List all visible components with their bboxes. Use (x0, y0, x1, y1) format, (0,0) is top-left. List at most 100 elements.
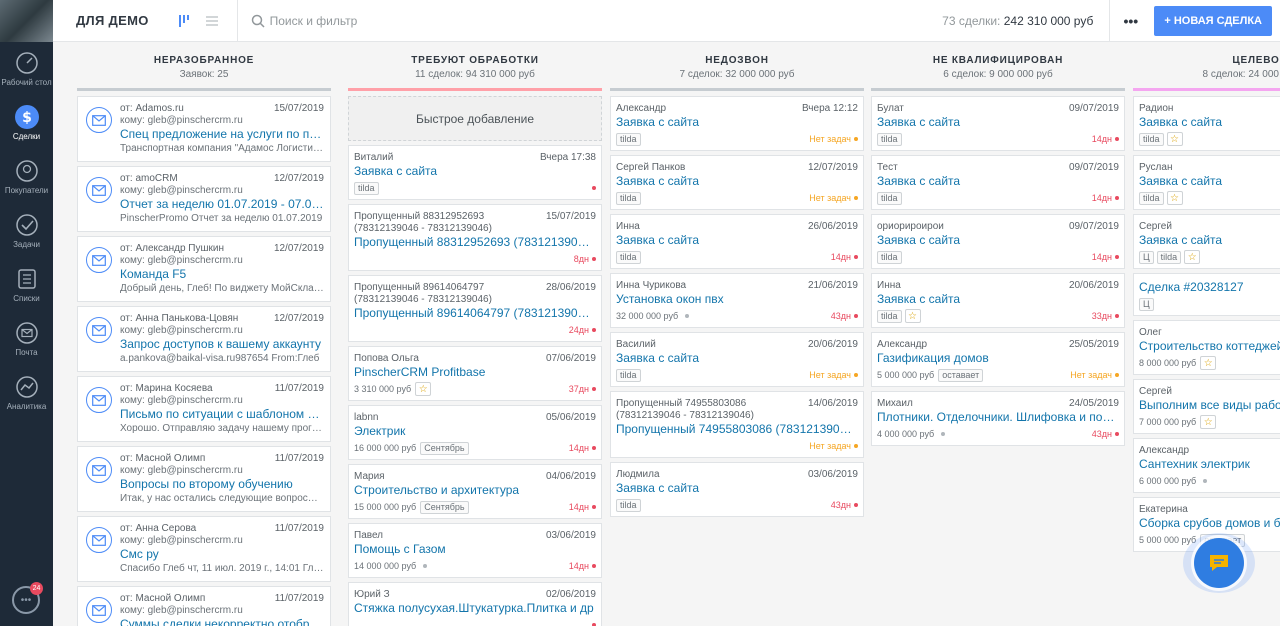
deal-card[interactable]: Олег Строительство коттеджей, з 8 000 000 … (1133, 320, 1280, 375)
deal-card[interactable]: Павел 03/06/2019 Помощь с Газом 14 000 000 … (348, 523, 602, 578)
star-icon[interactable]: ☆ (904, 309, 921, 323)
deal-title-link[interactable]: Сборка срубов домов и ба (1139, 516, 1280, 530)
deal-title-link[interactable]: Помощь с Газом (354, 542, 446, 556)
mail-subject-link[interactable]: Вопросы по второму обучению (120, 477, 293, 491)
sidebar-item-deals[interactable]: $ Сделки (0, 96, 53, 150)
deal-card[interactable]: Радион Заявка с сайта tilda ☆ (1133, 96, 1280, 151)
deal-card[interactable]: Инна 26/06/2019 Заявка с сайта tilda 14дн (610, 214, 864, 269)
mail-card[interactable]: от: Анна Панькова-Цовян 12/07/2019 кому: g… (77, 306, 331, 372)
deal-title-link[interactable]: Заявка с сайта (877, 292, 961, 306)
tag-badge[interactable]: tilda (616, 191, 641, 205)
mail-card[interactable]: от: Александр Пушкин 12/07/2019 кому: gleb… (77, 236, 331, 302)
mail-subject-link[interactable]: Суммы сделки некорректно отображаются (120, 617, 324, 626)
tag-badge[interactable]: tilda (1139, 191, 1164, 205)
tag-badge[interactable]: tilda (1156, 250, 1182, 264)
more-menu-button[interactable]: ••• (1109, 0, 1151, 42)
deal-card[interactable]: Булат 09/07/2019 Заявка с сайта tilda 14дн (871, 96, 1125, 151)
mail-subject-link[interactable]: Письмо по ситуации с шаблоном по заявке (120, 407, 324, 421)
deal-title-link[interactable]: Сделка #20328127 (1139, 280, 1244, 294)
sidebar-item-dashboard[interactable]: Рабочий стол (0, 42, 53, 96)
deal-card[interactable]: Людмила 03/06/2019 Заявка с сайта tilda 43дн (610, 462, 864, 517)
deal-card[interactable]: Пропущенный 74955803086 (78312139046 - 7… (610, 391, 864, 458)
deal-card[interactable]: Попова Ольга 07/06/2019 PinscherCRM Profit… (348, 346, 602, 401)
deal-card[interactable]: Александр Вчера 12:12 Заявка с сайта tilda Н… (610, 96, 864, 151)
deal-title-link[interactable]: Заявка с сайта (616, 233, 700, 247)
tag-badge[interactable]: tilda (616, 498, 641, 512)
sidebar-item-mail[interactable]: Почта (0, 312, 53, 366)
deal-title-link[interactable]: Заявка с сайта (354, 164, 438, 178)
deal-card[interactable]: Василий 20/06/2019 Заявка с сайта tilda Нет … (610, 332, 864, 387)
list-view-icon[interactable] (205, 14, 219, 28)
mail-subject-link[interactable]: Команда F5 (120, 267, 187, 281)
sidebar-item-customers[interactable]: Покупатели (0, 150, 53, 204)
deal-title-link[interactable]: Плотники. Отделочники. Шлифовка и покрас… (877, 410, 1119, 424)
deal-card[interactable]: ориорироирои 09/07/2019 Заявка с сайта tild… (871, 214, 1125, 269)
tag-badge[interactable]: tilda (877, 191, 902, 205)
deal-card[interactable]: Виталий Вчера 17:38 Заявка с сайта tilda (348, 145, 602, 200)
deal-card[interactable]: Тест 09/07/2019 Заявка с сайта tilda 14дн (871, 155, 1125, 210)
new-deal-button[interactable]: + НОВАЯ СДЕЛКА (1154, 5, 1272, 36)
star-icon[interactable]: ☆ (1166, 132, 1183, 146)
deal-card[interactable]: Пропущенный 89614064797 (78312139046 - 7… (348, 275, 602, 342)
deal-card[interactable]: Александр Сантехник электрик 6 000 000 руб (1133, 438, 1280, 493)
tag-badge[interactable]: tilda (877, 250, 902, 264)
deal-title-link[interactable]: Заявка с сайта (616, 481, 700, 495)
mail-subject-link[interactable]: Запрос доступов к вашему аккаунту (120, 337, 322, 351)
sidebar-item-lists[interactable]: Списки (0, 258, 53, 312)
deal-card[interactable]: Сделка #20328127 Ц (1133, 273, 1280, 316)
quick-add-button[interactable]: Быстрое добавление (348, 96, 602, 141)
tag-badge[interactable]: Ц (1139, 297, 1154, 311)
tag-badge[interactable]: оставает (938, 368, 984, 382)
deal-title-link[interactable]: Заявка с сайта (616, 351, 700, 365)
mail-subject-link[interactable]: Отчет за неделю 01.07.2019 - 07.07.2019 (120, 197, 324, 211)
deal-title-link[interactable]: Заявка с сайта (1139, 233, 1223, 247)
pipeline-view-icon[interactable] (177, 14, 191, 28)
user-avatar[interactable] (0, 0, 53, 42)
deal-title-link[interactable]: Пропущенный 88312952693 (78312139046 - 7… (354, 235, 596, 249)
deal-title-link[interactable]: PinscherCRM Profitbase (354, 365, 486, 379)
star-icon[interactable]: ☆ (1184, 250, 1201, 264)
tag-badge[interactable]: Сентябрь (420, 500, 469, 514)
mail-card[interactable]: от: Анна Серова 11/07/2019 кому: gleb@pins… (77, 516, 331, 582)
deal-card[interactable]: Инна 20/06/2019 Заявка с сайта tilda ☆ 33дн (871, 273, 1125, 328)
mail-card[interactable]: от: Масной Олимп 11/07/2019 кому: gleb@pin… (77, 586, 331, 626)
deal-title-link[interactable]: Строительство и архитектура (354, 483, 520, 497)
deal-card[interactable]: Пропущенный 88312952693 (78312139046 - 7… (348, 204, 602, 271)
deal-title-link[interactable]: Заявка с сайта (1139, 174, 1223, 188)
tag-badge[interactable]: tilda (877, 309, 902, 323)
mail-card[interactable]: от: amoCRM 12/07/2019 кому: gleb@pinscherc… (77, 166, 331, 232)
deal-title-link[interactable]: Сантехник электрик (1139, 457, 1250, 471)
deal-card[interactable]: Инна Чурикова 21/06/2019 Установка окон пв… (610, 273, 864, 328)
mail-subject-link[interactable]: Смс ру (120, 547, 159, 561)
deal-card[interactable]: Мария 04/06/2019 Строительство и архитекту… (348, 464, 602, 519)
star-icon[interactable]: ☆ (1166, 191, 1183, 205)
star-icon[interactable]: ☆ (1200, 415, 1217, 429)
deal-title-link[interactable]: Заявка с сайта (616, 115, 700, 129)
mail-subject-link[interactable]: Спец предложение на услуги по перевозке (120, 127, 324, 141)
mail-card[interactable]: от: Adamos.ru 15/07/2019 кому: gleb@pinsch… (77, 96, 331, 162)
deal-title-link[interactable]: Заявка с сайта (877, 174, 961, 188)
tag-badge[interactable]: tilda (616, 132, 641, 146)
deal-title-link[interactable]: Заявка с сайта (1139, 115, 1223, 129)
deal-title-link[interactable]: Стяжка полусухая.Штукатурка.Плитка и др (354, 601, 594, 615)
star-icon[interactable]: ☆ (1200, 356, 1217, 370)
tag-badge[interactable]: Ц (1139, 250, 1154, 264)
search-input[interactable]: Поиск и фильтр (251, 14, 851, 28)
mail-card[interactable]: от: Марина Косяева 11/07/2019 кому: gleb@p… (77, 376, 331, 442)
deal-card[interactable]: Александр 25/05/2019 Газификация домов 5 00… (871, 332, 1125, 387)
deal-card[interactable]: Руслан Заявка с сайта tilda ☆ (1133, 155, 1280, 210)
deal-card[interactable]: Михаил 24/05/2019 Плотники. Отделочники. Ш… (871, 391, 1125, 446)
deal-card[interactable]: Юрий З 02/06/2019 Стяжка полусухая.Штукату… (348, 582, 602, 626)
sidebar-item-tasks[interactable]: Задачи (0, 204, 53, 258)
deal-title-link[interactable]: Газификация домов (877, 351, 989, 365)
deal-title-link[interactable]: Заявка с сайта (616, 174, 700, 188)
sidebar-item-analytics[interactable]: Аналитика (0, 366, 53, 420)
tag-badge[interactable]: tilda (1139, 132, 1164, 146)
chat-widget-button[interactable] (1183, 533, 1255, 593)
deal-title-link[interactable]: Пропущенный 74955803086 (78312139046 - 7… (616, 422, 858, 436)
deal-card[interactable]: labnn 05/06/2019 Электрик 16 000 000 руб Сен… (348, 405, 602, 460)
deal-title-link[interactable]: Пропущенный 89614064797 (78312139046 - 7… (354, 306, 596, 320)
tag-badge[interactable]: tilda (877, 132, 902, 146)
deal-card[interactable]: Сергей Выполним все виды работ 7 000 000 р… (1133, 379, 1280, 434)
